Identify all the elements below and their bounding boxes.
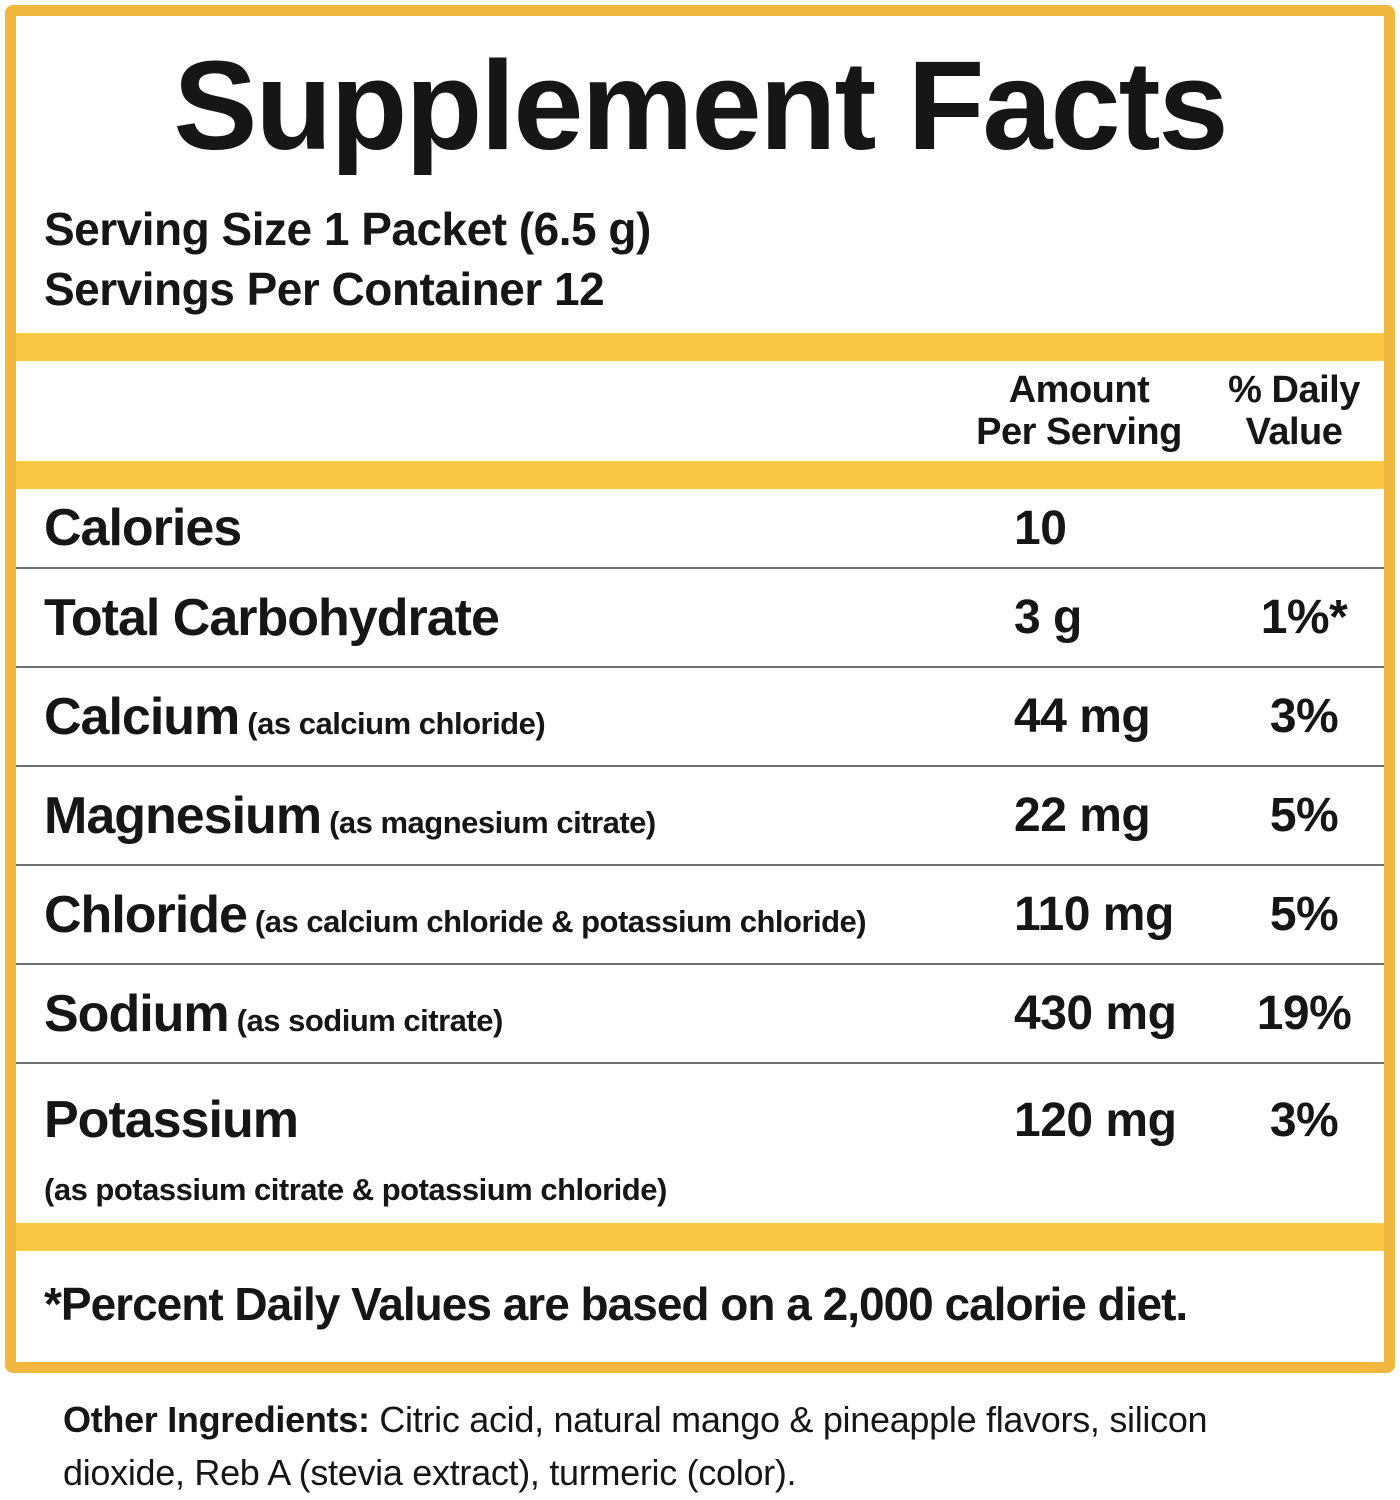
nutrient-name: Magnesium (as magnesium citrate) <box>44 786 1014 846</box>
nutrient-source-detail: (as sodium citrate) <box>236 1002 504 1038</box>
nutrient-name-text: Chloride <box>44 885 248 944</box>
row-magnesium: Magnesium (as magnesium citrate) 22 mg 5% <box>16 767 1384 866</box>
amount-header-line1: Amount <box>1008 369 1150 411</box>
serving-size-text: Serving Size 1 Packet (6.5 g) <box>44 203 651 255</box>
amount-header-line2: Per Serving <box>976 411 1182 453</box>
nutrient-name-text: Potassium <box>44 1091 299 1149</box>
nutrient-amount: 110 mg <box>1014 888 1174 941</box>
daily-value-header: % Daily Value <box>1204 369 1384 453</box>
other-ingredients-line2: dioxide, Reb A (stevia extract), turmeri… <box>63 1452 797 1493</box>
dv-header-line2: Value <box>1245 411 1343 453</box>
nutrient-name-text: Magnesium <box>44 786 322 845</box>
other-ingredients-label: Other Ingredients: <box>63 1399 370 1440</box>
row-chloride: Chloride (as calcium chloride & potassium… <box>16 866 1384 965</box>
other-ingredients-line1: Other Ingredients: Citric acid, natural … <box>63 1393 1208 1446</box>
dv-header-line1: % Daily <box>1228 369 1360 411</box>
other-ingredients-line1-text: Citric acid, natural mango & pineapple f… <box>369 1399 1208 1440</box>
separator-bar-header <box>16 461 1384 489</box>
nutrient-name-text: Calories <box>44 499 242 557</box>
separator-bar-bottom <box>16 1223 1384 1251</box>
nutrient-amount: 22 mg <box>1014 789 1151 842</box>
potassium-main-line: Potassium 120 mg 3% <box>16 1070 1384 1170</box>
other-ingredients: Other Ingredients: Citric acid, natural … <box>63 1393 1208 1499</box>
daily-value-footnote: *Percent Daily Values are based on a 2,0… <box>44 1278 1188 1330</box>
nutrient-amount: 44 mg <box>1014 690 1151 743</box>
nutrient-amount: 3 g <box>1014 591 1082 644</box>
amount-per-serving-header: Amount Per Serving <box>954 369 1204 453</box>
nutrient-name: Calories <box>44 498 1014 558</box>
nutrient-daily-value: 19% <box>1256 987 1352 1040</box>
nutrient-source-detail: (as potassium citrate & potassium chlori… <box>44 1172 667 1207</box>
nutrient-name-text: Calcium <box>44 687 240 746</box>
nutrient-amount: 10 <box>1014 501 1067 555</box>
nutrient-name: Potassium <box>44 1090 1014 1150</box>
separator-bar-top <box>16 333 1384 361</box>
nutrient-amount: 120 mg <box>1014 1093 1177 1147</box>
nutrient-daily-value: 3% <box>1269 690 1339 743</box>
row-total-carbohydrate: Total Carbohydrate 3 g 1%* <box>16 569 1384 668</box>
servings-per-container-text: Servings Per Container 12 <box>44 263 605 315</box>
supplement-facts-panel: Supplement Facts Serving Size 1 Packet (… <box>5 5 1395 1373</box>
row-calcium: Calcium (as calcium chloride) 44 mg 3% <box>16 668 1384 767</box>
nutrient-daily-value: 5% <box>1269 888 1339 941</box>
nutrient-amount: 430 mg <box>1014 987 1177 1040</box>
nutrient-name: Calcium (as calcium chloride) <box>44 687 1014 747</box>
nutrient-source-detail: (as calcium chloride & potassium chlorid… <box>254 903 867 939</box>
nutrient-name-text: Sodium <box>44 984 230 1043</box>
row-potassium: Potassium 120 mg 3% (as potassium citrat… <box>16 1070 1384 1223</box>
nutrient-name: Total Carbohydrate <box>44 588 1014 648</box>
nutrient-source-detail: (as magnesium citrate) <box>329 804 656 840</box>
serving-info: Serving Size 1 Packet (6.5 g) Servings P… <box>16 199 1384 319</box>
nutrient-daily-value: 3% <box>1269 1093 1339 1147</box>
nutrient-name-text: Total Carbohydrate <box>44 588 500 647</box>
panel-title: Supplement Facts <box>173 35 1228 176</box>
nutrient-daily-value: 5% <box>1269 789 1339 842</box>
nutrient-source-detail: (as calcium chloride) <box>247 705 546 741</box>
column-header-row: Amount Per Serving % Daily Value <box>16 361 1384 461</box>
row-sodium: Sodium (as sodium citrate) 430 mg 19% <box>16 965 1384 1064</box>
row-calories: Calories 10 <box>16 489 1384 569</box>
nutrient-daily-value: 1%* <box>1260 591 1348 644</box>
nutrient-name: Sodium (as sodium citrate) <box>44 984 1014 1044</box>
nutrient-name: Chloride (as calcium chloride & potassium… <box>44 885 1014 945</box>
